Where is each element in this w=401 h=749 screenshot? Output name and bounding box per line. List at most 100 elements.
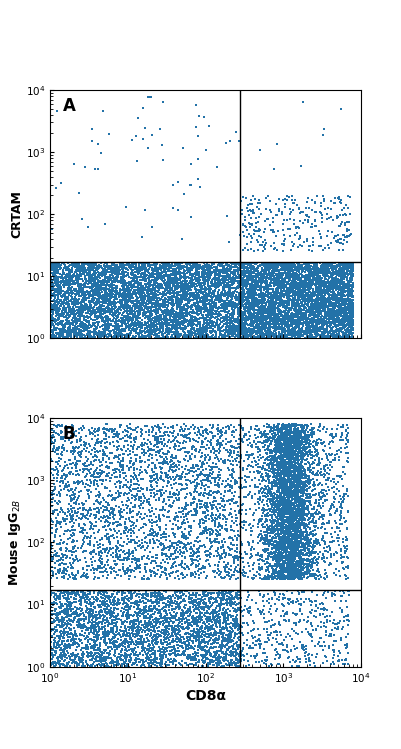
Point	[194, 300, 200, 312]
Point	[106, 294, 112, 306]
Point	[278, 561, 285, 573]
Point	[197, 280, 203, 292]
Point	[312, 258, 318, 270]
Point	[231, 285, 238, 297]
Point	[52, 258, 59, 270]
Point	[267, 431, 274, 443]
Point	[341, 319, 347, 331]
Point	[80, 324, 87, 336]
Point	[126, 661, 133, 673]
Point	[317, 289, 324, 301]
Point	[268, 258, 274, 270]
Point	[234, 323, 240, 335]
Point	[153, 549, 159, 561]
Point	[153, 269, 160, 281]
Point	[121, 656, 127, 668]
Point	[93, 494, 100, 506]
Point	[281, 504, 287, 516]
Point	[59, 305, 65, 317]
Point	[346, 288, 352, 300]
Point	[282, 565, 289, 577]
Point	[270, 459, 277, 471]
Point	[205, 276, 212, 288]
Point	[340, 273, 346, 285]
Point	[310, 556, 316, 568]
Point	[92, 274, 99, 286]
Point	[168, 645, 174, 657]
Point	[230, 328, 237, 340]
Point	[203, 512, 209, 524]
Point	[162, 636, 168, 648]
Point	[253, 258, 259, 270]
Point	[285, 472, 291, 484]
Point	[296, 616, 302, 628]
Point	[330, 264, 336, 276]
Point	[295, 305, 301, 317]
Point	[147, 525, 153, 537]
Point	[160, 531, 166, 543]
Point	[179, 615, 185, 627]
Point	[214, 487, 220, 499]
Point	[229, 272, 236, 284]
Point	[98, 646, 105, 658]
Point	[269, 554, 276, 566]
Point	[122, 637, 129, 649]
Point	[327, 324, 334, 336]
Point	[278, 450, 285, 462]
Point	[290, 299, 297, 311]
Point	[228, 475, 235, 487]
Point	[229, 299, 236, 311]
Point	[217, 621, 223, 633]
Point	[117, 290, 124, 302]
Point	[134, 633, 141, 645]
Point	[182, 303, 189, 315]
Point	[73, 498, 79, 510]
Point	[323, 259, 330, 271]
Point	[243, 316, 249, 328]
Point	[261, 306, 267, 318]
Point	[249, 279, 255, 291]
Point	[93, 434, 100, 446]
Point	[336, 291, 343, 303]
Point	[168, 306, 175, 318]
Point	[282, 512, 288, 524]
Point	[318, 267, 324, 279]
Point	[100, 289, 106, 301]
Point	[323, 629, 329, 641]
Point	[182, 607, 188, 619]
Point	[81, 615, 87, 627]
Point	[242, 294, 248, 306]
Point	[344, 430, 350, 442]
Point	[110, 517, 117, 529]
Point	[108, 622, 114, 634]
Point	[197, 303, 203, 315]
Point	[95, 273, 101, 285]
Point	[161, 475, 167, 487]
Point	[271, 506, 277, 518]
Point	[181, 548, 187, 560]
Point	[215, 425, 221, 437]
Point	[49, 605, 55, 617]
Point	[58, 606, 64, 618]
Point	[296, 439, 302, 451]
Point	[49, 500, 55, 512]
Point	[259, 437, 265, 449]
Point	[175, 524, 181, 536]
Point	[327, 257, 333, 269]
Point	[171, 288, 178, 300]
Point	[310, 303, 316, 315]
Point	[318, 622, 324, 634]
Point	[105, 300, 111, 312]
Point	[288, 482, 294, 494]
Point	[203, 660, 210, 672]
Point	[58, 601, 64, 613]
Point	[153, 257, 160, 269]
Point	[342, 516, 348, 528]
Point	[142, 273, 149, 285]
Point	[282, 536, 289, 548]
Point	[91, 509, 97, 521]
Point	[175, 591, 181, 603]
Point	[52, 297, 59, 309]
Point	[320, 323, 327, 335]
Point	[312, 258, 319, 270]
